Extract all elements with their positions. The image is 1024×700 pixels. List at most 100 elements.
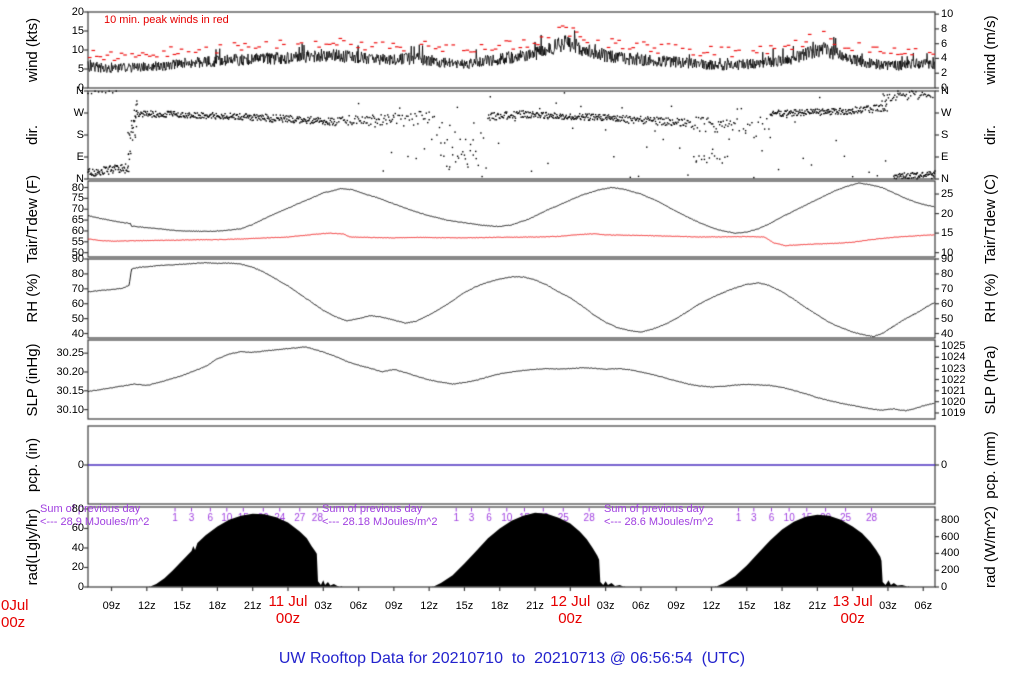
y-tick-label: 30.25 xyxy=(56,347,84,360)
x-tick-label: 03z xyxy=(596,600,615,612)
x-day-label: 00z xyxy=(275,610,301,627)
x-tick-label: 12z xyxy=(702,600,721,612)
y-tick-label: 20 xyxy=(71,561,84,574)
rad-annotation-2-line1: Sum of previous day xyxy=(322,503,423,515)
y-tick-label: 90 xyxy=(71,253,84,265)
y-tick-label: 0 xyxy=(941,82,948,94)
x-day-label: 00z xyxy=(840,610,865,627)
x-tick-label: 21z xyxy=(243,600,262,612)
y-tick-label: 1021 xyxy=(941,384,966,397)
y-tick-label: 8 xyxy=(941,22,948,35)
y-tick-label: W xyxy=(941,107,952,119)
x-tick-label: 09z xyxy=(384,600,403,612)
y-tick-label: 1020 xyxy=(941,395,966,408)
x-tick-label: 06z xyxy=(914,600,933,612)
x-tick-label: 12z xyxy=(420,600,439,612)
x-tick-label: 06z xyxy=(632,600,650,612)
clipped-date-line2: 00z xyxy=(1,614,26,631)
y-tick-label: 75 xyxy=(71,192,84,205)
y-tick-label: 90 xyxy=(941,253,954,265)
x-tick-label: 18z xyxy=(208,600,227,612)
y-tick-label: E xyxy=(76,151,84,163)
x-day-label: 12 Jul xyxy=(550,593,591,610)
y-tick-label: 65 xyxy=(71,214,84,227)
x-tick-label: 18z xyxy=(773,600,791,612)
y-tick-label: 70 xyxy=(941,282,954,295)
x-tick-label: 12z xyxy=(137,600,156,612)
y-tick-label: 0 xyxy=(941,459,948,471)
y-tick-label: 200 xyxy=(941,564,960,577)
y-tick-label: 80 xyxy=(71,181,84,194)
rad-annotation-2-line2: <--- 28.18 MJoules/m^2 xyxy=(322,516,438,528)
rad-annotation-1-line2: <--- 28.9 MJoules/m^2 xyxy=(40,516,150,528)
y-tick-label: 40 xyxy=(71,541,84,554)
y-tick-label: 30.20 xyxy=(56,365,84,378)
y-tick-label: 20 xyxy=(71,6,84,18)
y-tick-label: 1024 xyxy=(941,351,966,364)
y-tick-label: 400 xyxy=(941,547,960,560)
y-tick-label: 10 xyxy=(71,44,84,56)
y-tick-label: 70 xyxy=(71,203,84,216)
x-tick-label: 09z xyxy=(667,600,686,612)
x-tick-label: 09z xyxy=(102,600,121,612)
clipped-date-label-10jul: 0Jul 00z xyxy=(1,597,29,631)
y-tick-label: 60 xyxy=(71,522,84,535)
peak-winds-note: 10 min. peak winds in red xyxy=(104,14,229,26)
y-tick-label: 60 xyxy=(71,297,84,310)
y-tick-label: S xyxy=(941,129,949,141)
rad-annotation-3-line1: Sum of previous day xyxy=(604,503,705,515)
y-tick-label: 50 xyxy=(71,312,84,325)
y-tick-label: 25 xyxy=(941,188,954,201)
y-tick-label: S xyxy=(76,129,84,141)
y-tick-label: 30.15 xyxy=(56,384,84,397)
y-tick-label: 800 xyxy=(941,513,960,526)
y-tick-label: 4 xyxy=(941,52,948,65)
clipped-date-line1: 0Jul xyxy=(1,597,29,614)
y-tick-label: 600 xyxy=(941,530,960,543)
y-tick-label: N xyxy=(76,85,84,97)
y-tick-label: 80 xyxy=(71,267,84,280)
rad-annotation-1-line1: Sum of previous day xyxy=(40,503,141,515)
y-tick-label: 50 xyxy=(941,312,954,325)
y-tick-label: 5 xyxy=(77,63,84,75)
y-tick-label: 0 xyxy=(77,459,84,471)
y-tick-label: 80 xyxy=(71,502,84,515)
x-tick-label: 15z xyxy=(455,600,474,612)
y-tick-label: E xyxy=(941,151,949,163)
figure-title: UW Rooftop Data for 20210710 to 20210713… xyxy=(278,650,746,667)
x-tick-label: 18z xyxy=(490,600,509,612)
y-tick-label: N xyxy=(76,173,84,185)
y-tick-label: 20 xyxy=(941,207,954,220)
y-tick-label: 70 xyxy=(71,282,84,295)
y-tick-label: 15 xyxy=(71,25,84,37)
x-tick-label: 21z xyxy=(808,600,827,612)
y-tick-label: W xyxy=(73,107,84,119)
x-tick-label: 03z xyxy=(314,600,333,612)
x-tick-label: 15z xyxy=(173,600,191,612)
x-tick-label: 21z xyxy=(526,600,544,612)
x-tick-label: 03z xyxy=(879,600,897,612)
y-tick-label: N xyxy=(941,173,949,185)
x-day-label: 00z xyxy=(558,610,583,627)
x-tick-label: 15z xyxy=(737,600,756,612)
y-tick-label: 0 xyxy=(77,581,84,593)
y-tick-label: 60 xyxy=(71,224,84,237)
y-tick-label: 80 xyxy=(941,267,954,280)
y-tick-label: 10 xyxy=(941,246,954,259)
y-tick-label: 10 xyxy=(941,8,954,21)
y-tick-label: N xyxy=(941,85,949,97)
rad-annotation-3: Sum of previous day <--- 28.6 MJoules/m^… xyxy=(604,503,713,529)
y-tick-label: 40 xyxy=(71,327,84,340)
y-tick-label: 0 xyxy=(77,82,84,94)
x-day-label: 13 Jul xyxy=(832,593,873,610)
y-tick-label: 2 xyxy=(941,67,948,80)
y-tick-label: 30.10 xyxy=(56,403,84,416)
rad-annotation-3-line2: <--- 28.6 MJoules/m^2 xyxy=(604,516,714,528)
y-tick-label: 15 xyxy=(941,227,954,240)
rad-annotation-2: Sum of previous day <--- 28.18 MJoules/m… xyxy=(322,503,438,529)
y-tick-label: 40 xyxy=(941,327,954,340)
y-tick-label: 1023 xyxy=(941,362,966,375)
y-tick-label: 6 xyxy=(941,37,948,50)
